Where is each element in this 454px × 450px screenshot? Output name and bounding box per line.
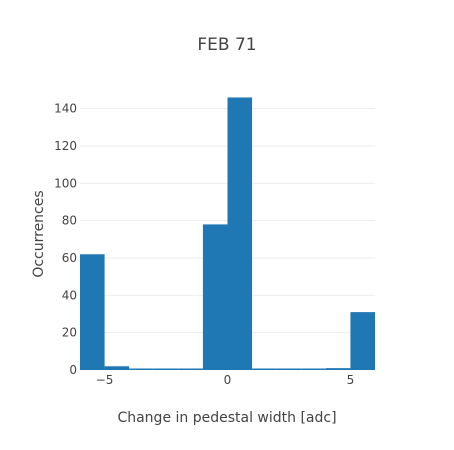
histogram-bar bbox=[178, 368, 203, 370]
y-tick-label: 40 bbox=[62, 288, 77, 302]
histogram-bar bbox=[104, 366, 130, 370]
x-tick-label: 5 bbox=[347, 373, 355, 387]
y-tick-label: 60 bbox=[62, 251, 77, 265]
histogram-bar bbox=[80, 254, 105, 370]
y-tick-label: 0 bbox=[69, 363, 77, 377]
y-axis-title: Occurrences bbox=[31, 190, 47, 277]
histogram-bar bbox=[202, 224, 228, 370]
y-tick-label: 20 bbox=[62, 326, 77, 340]
histogram-bar bbox=[276, 368, 302, 370]
histogram-bar bbox=[153, 368, 179, 370]
y-axis-ticks: 0 20 40 60 80 100 120 140 bbox=[54, 102, 77, 377]
histogram-bar bbox=[325, 368, 351, 370]
y-tick-label: 120 bbox=[54, 139, 77, 153]
y-tick-label: 100 bbox=[54, 176, 77, 190]
histogram-bar bbox=[350, 312, 375, 370]
y-tick-label: 140 bbox=[54, 102, 77, 116]
histogram-bar bbox=[129, 368, 154, 370]
bars bbox=[80, 97, 375, 370]
histogram-bar bbox=[227, 97, 253, 370]
histogram-bar bbox=[301, 368, 326, 370]
x-axis-ticks: −5 0 5 bbox=[96, 373, 355, 387]
chart-title: FEB 71 bbox=[197, 35, 256, 55]
x-axis-title: Change in pedestal width [adc] bbox=[117, 410, 336, 426]
x-tick-label: −5 bbox=[96, 373, 114, 387]
x-tick-label: 0 bbox=[224, 373, 232, 387]
y-tick-label: 80 bbox=[62, 214, 77, 228]
histogram-bar bbox=[252, 368, 277, 370]
